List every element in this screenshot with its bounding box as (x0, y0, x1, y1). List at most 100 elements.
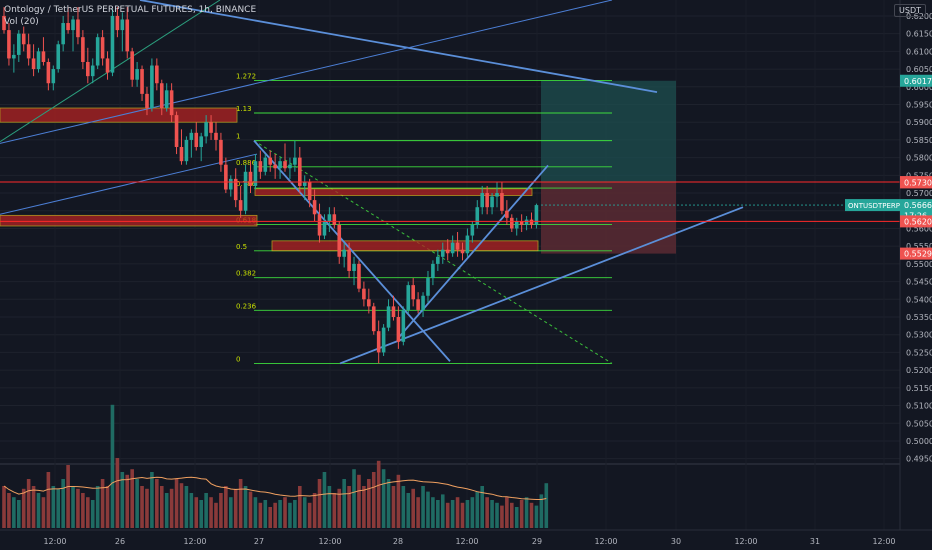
candle-body (26, 44, 31, 59)
fib-level-label: 1 (236, 133, 240, 141)
horizontal-price-lines[interactable] (0, 181, 900, 222)
volume-bar (61, 479, 65, 528)
candle-body (514, 221, 519, 229)
candle-body (480, 193, 485, 208)
volume-bar (386, 479, 391, 528)
price-tick-label: 0.5200 (906, 366, 932, 375)
candle-body (465, 235, 470, 254)
candle-body (56, 44, 61, 70)
price-tick-label: 0.6050 (906, 65, 932, 74)
candle-body (421, 295, 425, 310)
volume-bar (307, 502, 312, 528)
volume-bar (490, 500, 494, 528)
candle-body (337, 224, 342, 257)
candle-body (16, 33, 21, 55)
stop-zone (541, 182, 676, 254)
support-zone-box (271, 240, 539, 252)
volume-bar (450, 500, 455, 528)
time-tick-label: 12:00 (872, 537, 895, 546)
price-tick-label: 0.4950 (906, 455, 932, 464)
price-label: 0.6017 (904, 77, 932, 86)
price-tick-label: 0.5850 (906, 136, 932, 145)
volume-bar (41, 497, 46, 528)
candle-body (327, 214, 332, 222)
candle-body (411, 285, 415, 300)
price-tick-label: 0.5300 (906, 331, 932, 340)
candle-body (490, 196, 494, 208)
candle-body (347, 249, 351, 271)
volume-bar (317, 479, 322, 528)
candle-body (66, 23, 70, 31)
price-axis[interactable]: 0.62000.61500.61000.60500.60000.59500.59… (899, 0, 932, 550)
volume-bar (219, 493, 223, 528)
channel-line-green (0, 0, 221, 143)
candle-body (298, 157, 302, 186)
currency-label[interactable]: USDT (894, 4, 926, 17)
candle-body (135, 69, 139, 80)
volume-bar (293, 500, 297, 528)
candle-body (332, 214, 337, 225)
price-tick-label: 0.5800 (906, 154, 932, 163)
time-axis[interactable]: 12:00 26 12:00 27 12:00 28 12:00 29 12:00 30 12:00… (0, 529, 932, 546)
volume-bar (135, 479, 139, 528)
volume-bar (465, 500, 470, 528)
candle-body (273, 164, 277, 169)
price-label-bg (900, 215, 932, 228)
candle-body (268, 157, 273, 165)
volume-bar (174, 479, 179, 528)
price-tick-label: 0.5700 (906, 189, 932, 198)
time-tick-label: 31 (810, 537, 820, 546)
volume-bar (51, 486, 56, 528)
candle-body (184, 139, 189, 162)
volume-bar (258, 502, 263, 528)
fib-level-label: 0.886 (236, 159, 257, 167)
candle-body (164, 90, 169, 109)
volume-bar (312, 493, 317, 528)
candle-body (406, 285, 411, 310)
volume-indicator-label: Vol (20) (4, 17, 39, 27)
volume-bar (381, 469, 386, 528)
volume-bar (184, 486, 189, 528)
candle-body (357, 263, 361, 289)
supply-zone-box (0, 107, 238, 123)
volume-bar (120, 472, 125, 528)
candle-body (416, 299, 420, 310)
volume-bar (500, 505, 504, 528)
candle-body (130, 51, 134, 80)
candle-body (362, 288, 366, 300)
candle-body (371, 306, 376, 332)
candle-body (204, 122, 208, 137)
candle-body (21, 33, 26, 45)
volume-bar (263, 500, 268, 528)
volume-bar (396, 474, 401, 528)
volume-bar (150, 472, 154, 528)
candle-body (519, 221, 524, 225)
candle-body (485, 193, 489, 208)
volume-bar (421, 486, 425, 528)
candle-body (263, 157, 268, 172)
candle-body (352, 263, 356, 271)
volume-bar (169, 488, 174, 528)
candle-body (495, 193, 499, 197)
price-axis-bg (900, 0, 932, 550)
candle-body (307, 182, 312, 201)
candle-body (90, 65, 95, 77)
candle-body (224, 164, 228, 190)
volume-bar (337, 488, 342, 528)
candle-body (455, 242, 460, 250)
volume-bar (470, 497, 475, 528)
volume-bar (26, 479, 31, 528)
volume-bar (159, 486, 164, 528)
volume-bar (475, 491, 480, 528)
volume-bar (362, 486, 366, 528)
volume-bar (342, 479, 346, 528)
volume-bar (485, 497, 489, 528)
price-label: 0.5730 (904, 178, 932, 187)
price-tick-label: 0.5750 (906, 171, 932, 180)
volume-bar (16, 500, 21, 528)
volume-bar (505, 497, 509, 528)
volume-bar (440, 494, 445, 528)
candle-body (115, 15, 120, 31)
price-tick-label: 0.5350 (906, 313, 932, 322)
